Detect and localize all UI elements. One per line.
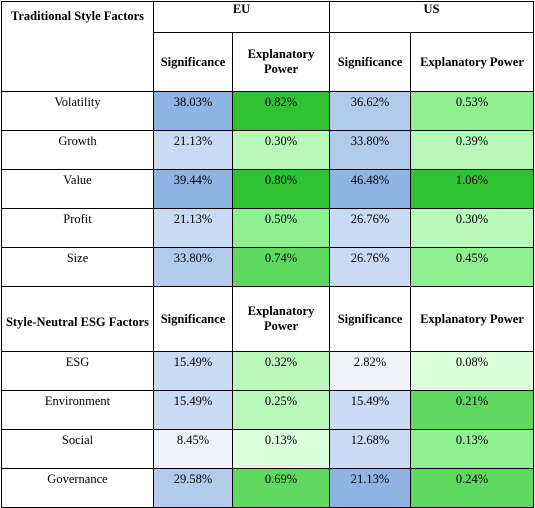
factor-cell: Size (1, 247, 154, 287)
factor-cell: Growth (1, 130, 154, 170)
eu-significance-cell: 21.13% (153, 208, 233, 248)
eu-explanatory-power-cell: 0.80% (232, 169, 330, 209)
eu-significance-header: Significance (153, 32, 233, 92)
factor-cell: Environment (1, 390, 154, 430)
us-significance-header: Significance (329, 286, 411, 352)
table-row: Profit 21.13% 0.50% 26.76% 0.30% (1, 208, 535, 248)
table-row: Size 33.80% 0.74% 26.76% 0.45% (1, 247, 535, 287)
style-neutral-esg-factors-header: Style-Neutral ESG Factors (1, 286, 154, 352)
eu-significance-cell: 21.13% (153, 130, 233, 170)
us-explanatory-power-cell: 0.45% (409, 247, 535, 287)
us-explanatory-power-cell: 0.21% (409, 390, 535, 430)
factor-cell: Value (1, 169, 154, 209)
us-significance-cell: 26.76% (329, 208, 411, 248)
region-header-row: Traditional Style Factors EU US (1, 1, 535, 92)
us-significance-cell: 26.76% (329, 247, 411, 287)
eu-significance-cell: 38.03% (153, 91, 233, 131)
us-significance-header: Significance (329, 32, 411, 92)
us-significance-cell: 36.62% (329, 91, 411, 131)
eu-explanatory-power-cell: 0.50% (232, 208, 330, 248)
eu-explanatory-power-cell: 0.13% (232, 429, 330, 469)
eu-significance-cell: 8.45% (153, 429, 233, 469)
us-header: US (328, 1, 535, 33)
us-significance-cell: 46.48% (329, 169, 411, 209)
eu-explanatory-power-cell: 0.32% (232, 351, 330, 391)
us-explanatory-power-cell: 0.08% (409, 351, 535, 391)
eu-explanatory-power-cell: 0.74% (232, 247, 330, 287)
eu-explanatory-power-cell: 0.82% (232, 91, 330, 131)
table-row: Environment 15.49% 0.25% 15.49% 0.21% (1, 390, 535, 430)
table-row: Governance 29.58% 0.69% 21.13% 0.24% (1, 468, 535, 508)
eu-significance-cell: 15.49% (153, 390, 233, 430)
factor-cell: Profit (1, 208, 154, 248)
eu-significance-header: Significance (153, 286, 233, 352)
factor-cell: Social (1, 429, 154, 469)
factor-cell: ESG (1, 351, 154, 391)
eu-significance-cell: 15.49% (153, 351, 233, 391)
us-significance-cell: 33.80% (329, 130, 411, 170)
metric-header-row: Significance Explanatory Power Significa… (2, 32, 535, 92)
us-explanatory-power-cell: 0.30% (409, 208, 535, 248)
factor-cell: Volatility (1, 91, 154, 131)
us-explanatory-power-cell: 0.39% (409, 130, 535, 170)
us-explanatory-power-header: Explanatory Power (409, 32, 535, 92)
table-row: Volatility 38.03% 0.82% 36.62% 0.53% (1, 91, 535, 131)
us-explanatory-power-cell: 0.24% (409, 468, 535, 508)
eu-header: EU (153, 1, 330, 33)
us-explanatory-power-cell: 0.13% (409, 429, 535, 469)
table-row: ESG 15.49% 0.32% 2.82% 0.08% (1, 351, 535, 391)
eu-explanatory-power-header: Explanatory Power (232, 286, 330, 352)
us-significance-cell: 21.13% (329, 468, 411, 508)
us-explanatory-power-cell: 0.53% (409, 91, 535, 131)
us-explanatory-power-cell: 1.06% (409, 169, 535, 209)
esg-header-row: Style-Neutral ESG Factors Significance Exp… (1, 286, 535, 352)
eu-significance-cell: 33.80% (153, 247, 233, 287)
us-significance-cell: 15.49% (329, 390, 411, 430)
us-significance-cell: 2.82% (329, 351, 411, 391)
eu-explanatory-power-header: Explanatory Power (232, 32, 330, 92)
eu-significance-cell: 39.44% (153, 169, 233, 209)
us-significance-cell: 12.68% (329, 429, 411, 469)
traditional-style-factors-header: Traditional Style Factors (1, 1, 154, 92)
factor-cell: Governance (1, 468, 154, 508)
eu-explanatory-power-cell: 0.25% (232, 390, 330, 430)
table-row: Growth 21.13% 0.30% 33.80% 0.39% (1, 130, 535, 170)
eu-explanatory-power-cell: 0.69% (232, 468, 330, 508)
us-explanatory-power-header: Explanatory Power (409, 286, 535, 352)
eu-significance-cell: 29.58% (153, 468, 233, 508)
table-row: Social 8.45% 0.13% 12.68% 0.13% (1, 429, 535, 469)
eu-explanatory-power-cell: 0.30% (232, 130, 330, 170)
table-row: Value 39.44% 0.80% 46.48% 1.06% (1, 169, 535, 209)
